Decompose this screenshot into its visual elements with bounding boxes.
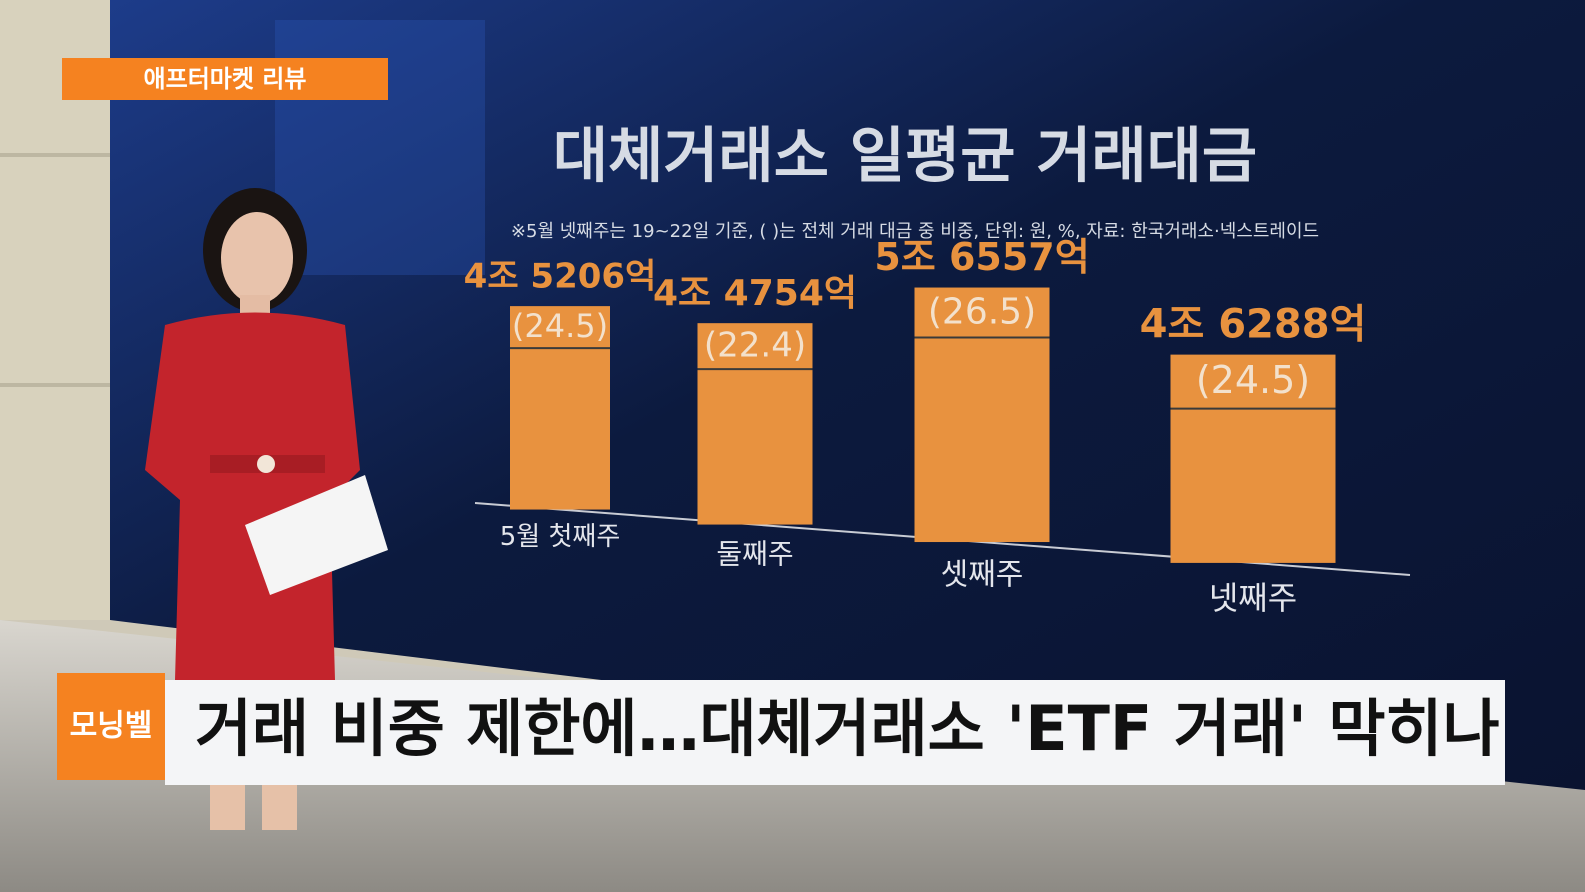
bar — [697, 323, 813, 525]
value-label: 5조 6557억 — [874, 235, 1089, 279]
chart-title: 대체거래소 일평균 거래대금 — [553, 122, 1257, 192]
chart-note: ※5월 넷째주는 19~22일 기준, ( )는 전체 거래 대금 중 비중, … — [511, 221, 1319, 242]
x-tick-label: 넷째주 — [1209, 579, 1297, 617]
share-label: (24.5) — [1196, 358, 1310, 402]
headline-bar — [165, 680, 1505, 785]
share-label: (26.5) — [928, 292, 1036, 333]
side-panel — [0, 0, 110, 620]
program-logo-box — [57, 673, 165, 780]
headline: 거래 비중 제한에…대체거래소 'ETF 거래' 막히나 — [195, 692, 1500, 765]
segment-label: 애프터마켓 리뷰 — [144, 65, 307, 93]
segment-badge — [62, 58, 388, 100]
program-logo: 모닝벨 — [70, 709, 153, 744]
value-label: 4조 4754억 — [653, 273, 857, 314]
x-tick-label: 둘째주 — [716, 538, 793, 571]
bar — [1170, 354, 1336, 563]
x-tick-label: 셋째주 — [941, 558, 1024, 593]
bar — [510, 306, 610, 510]
share-label: (22.4) — [704, 326, 806, 366]
value-label: 4조 6288억 — [1140, 302, 1367, 348]
video-wall — [110, 0, 1585, 800]
x-tick-label: 5월 첫째주 — [500, 522, 621, 552]
value-label: 4조 5206억 — [464, 257, 657, 297]
share-label: (24.5) — [512, 307, 608, 345]
bar — [914, 287, 1050, 543]
